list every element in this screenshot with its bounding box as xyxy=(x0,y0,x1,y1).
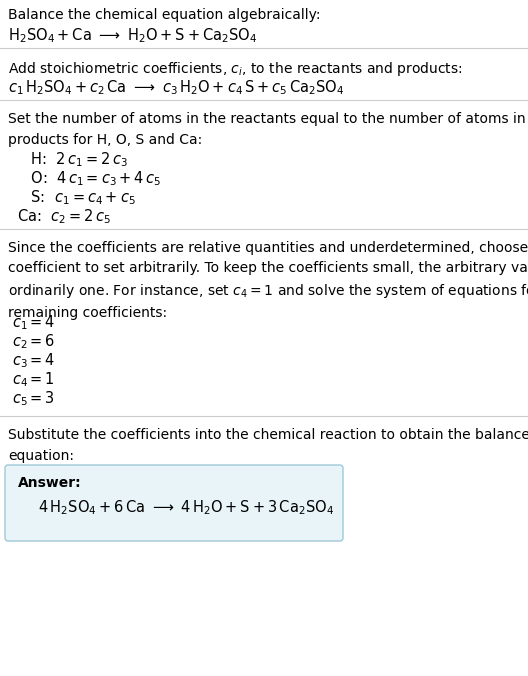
Text: $c_1 = 4$: $c_1 = 4$ xyxy=(12,313,55,332)
Text: Since the coefficients are relative quantities and underdetermined, choose a
coe: Since the coefficients are relative quan… xyxy=(8,241,528,320)
Text: $c_4 = 1$: $c_4 = 1$ xyxy=(12,370,55,389)
FancyBboxPatch shape xyxy=(5,465,343,541)
Text: $c_1\,\mathregular{H_2SO_4} + c_2\,\mathrm{Ca}\ \longrightarrow\ c_3\,\mathregul: $c_1\,\mathregular{H_2SO_4} + c_2\,\math… xyxy=(8,78,344,97)
Text: Balance the chemical equation algebraically:: Balance the chemical equation algebraica… xyxy=(8,8,320,22)
Text: S:  $c_1 = c_4 + c_5$: S: $c_1 = c_4 + c_5$ xyxy=(26,188,136,207)
Text: $\mathregular{H_2SO_4} + \mathrm{Ca}\ \longrightarrow\ \mathregular{H_2O} + \mat: $\mathregular{H_2SO_4} + \mathrm{Ca}\ \l… xyxy=(8,26,257,45)
Text: $4\,\mathregular{H_2SO_4} + 6\,\mathrm{Ca}\ \longrightarrow\ 4\,\mathregular{H_2: $4\,\mathregular{H_2SO_4} + 6\,\mathrm{C… xyxy=(38,498,334,516)
Text: Substitute the coefficients into the chemical reaction to obtain the balanced
eq: Substitute the coefficients into the che… xyxy=(8,428,528,462)
Text: H:  $2\,c_1 = 2\,c_3$: H: $2\,c_1 = 2\,c_3$ xyxy=(26,150,128,169)
Text: Set the number of atoms in the reactants equal to the number of atoms in the
pro: Set the number of atoms in the reactants… xyxy=(8,112,528,147)
Text: $c_5 = 3$: $c_5 = 3$ xyxy=(12,389,55,408)
Text: $c_2 = 6$: $c_2 = 6$ xyxy=(12,332,55,351)
Text: O:  $4\,c_1 = c_3 + 4\,c_5$: O: $4\,c_1 = c_3 + 4\,c_5$ xyxy=(26,169,162,188)
Text: $c_3 = 4$: $c_3 = 4$ xyxy=(12,351,55,370)
Text: Answer:: Answer: xyxy=(18,476,82,490)
Text: Ca:  $c_2 = 2\,c_5$: Ca: $c_2 = 2\,c_5$ xyxy=(17,207,111,226)
Text: Add stoichiometric coefficients, $c_i$, to the reactants and products:: Add stoichiometric coefficients, $c_i$, … xyxy=(8,60,463,78)
